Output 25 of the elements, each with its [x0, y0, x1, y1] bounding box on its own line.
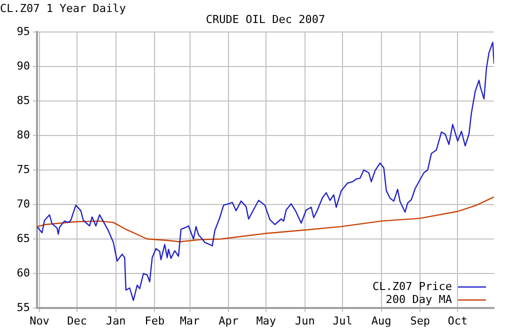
y-tick-label: 55	[16, 300, 30, 314]
legend-label: CL.Z07 Price	[372, 280, 452, 293]
y-tick-label: 80	[16, 128, 30, 142]
y-tick-label: 85	[16, 94, 30, 107]
x-tick-label: Sep	[410, 314, 430, 328]
x-tick-label: Mar	[180, 314, 200, 328]
x-tick-label: Feb	[144, 314, 165, 328]
x-tick-label: Jan	[106, 314, 126, 328]
y-tick-label: 75	[16, 162, 30, 176]
x-tick-label: Dec	[67, 314, 88, 328]
y-tick-label: 70	[16, 197, 30, 210]
y-tick-label: 95	[16, 24, 30, 38]
chart-title: CRUDE OIL Dec 2007	[206, 12, 326, 26]
y-tick-label: 90	[16, 59, 30, 72]
x-tick-label: Aug	[371, 314, 392, 328]
x-tick-label: Jun	[295, 314, 315, 328]
x-tick-label: Jul	[332, 314, 352, 328]
x-tick-label: Oct	[448, 314, 468, 328]
y-tick-label: 65	[16, 232, 30, 245]
x-tick-label: Apr	[218, 314, 239, 328]
y-tick-label: 60	[16, 266, 30, 280]
x-tick-label: May	[256, 314, 276, 328]
legend-label: 200 Day MA	[386, 292, 452, 306]
x-tick-label: Nov	[30, 314, 50, 328]
chart-subtitle: CL.Z07 1 Year Daily	[0, 2, 126, 15]
